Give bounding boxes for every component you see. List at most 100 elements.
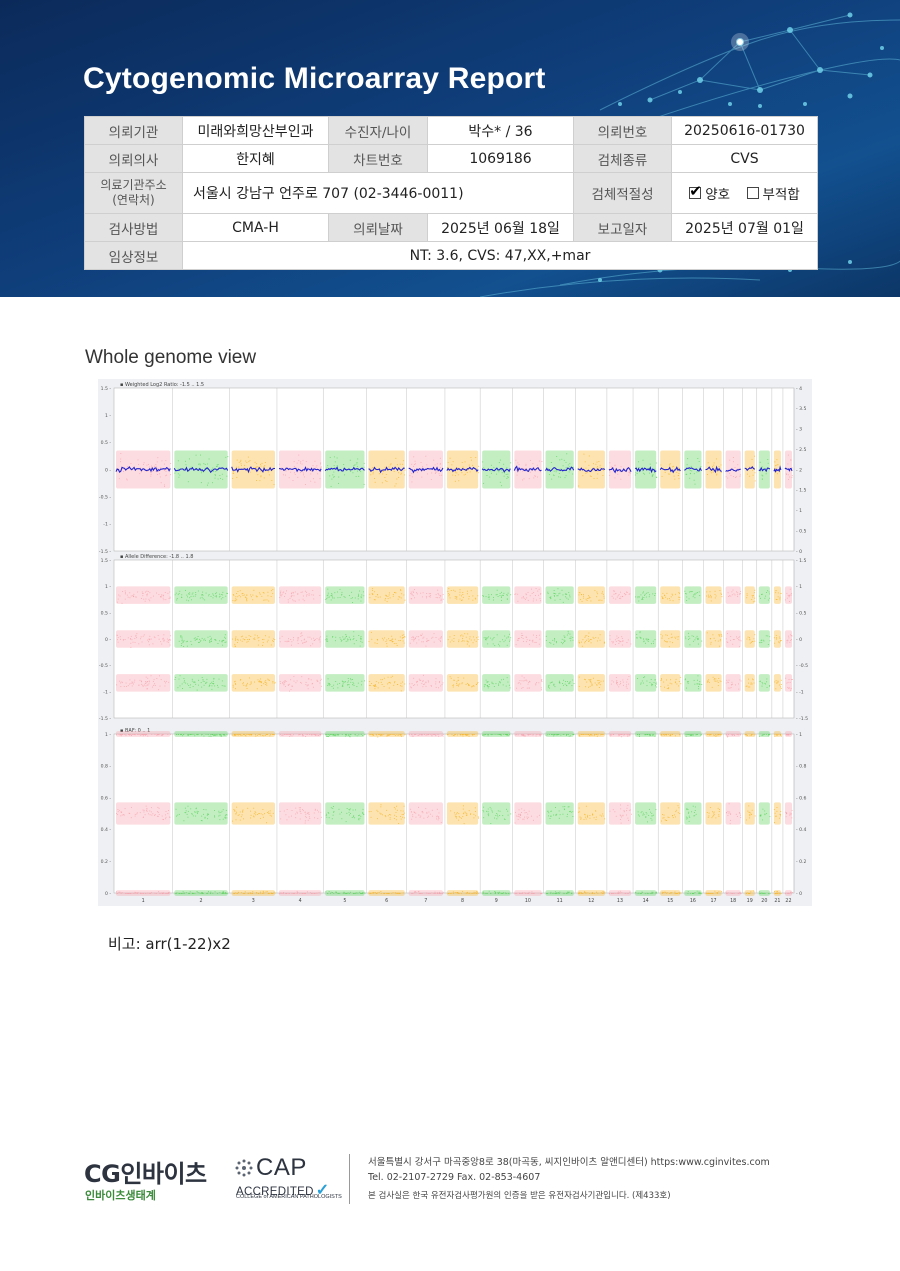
data-point [650, 817, 652, 819]
data-point [733, 893, 735, 894]
data-point [652, 474, 653, 476]
data-point [178, 813, 180, 815]
data-point [360, 892, 362, 894]
data-point [255, 734, 256, 736]
data-point [152, 470, 154, 472]
data-point [467, 893, 469, 894]
data-point [563, 684, 564, 686]
data-point [545, 640, 547, 641]
data-point [687, 681, 689, 683]
data-point [664, 595, 666, 597]
data-point [462, 596, 464, 598]
data-point [326, 635, 328, 637]
data-point [452, 891, 454, 893]
data-point [550, 815, 552, 817]
data-point [292, 893, 294, 894]
data-point [302, 893, 304, 894]
data-point [174, 472, 176, 474]
data-point [461, 682, 463, 684]
data-point [219, 593, 220, 595]
data-point [790, 594, 792, 596]
data-point [227, 593, 228, 594]
data-point [191, 680, 193, 682]
data-point [360, 815, 362, 817]
data-point [559, 814, 561, 816]
data-point [773, 637, 775, 639]
chromosome-band [577, 674, 605, 692]
data-point [447, 461, 449, 463]
data-point [548, 468, 550, 470]
data-point [134, 813, 136, 815]
data-point [116, 684, 118, 686]
data-point [129, 893, 131, 894]
divider [349, 1154, 350, 1204]
data-point [535, 641, 537, 643]
data-point [385, 598, 387, 600]
data-point [288, 816, 290, 818]
data-point [455, 734, 457, 735]
data-point [522, 638, 524, 639]
data-point [394, 485, 396, 487]
data-point [749, 637, 750, 639]
data-point [717, 734, 719, 736]
data-point [130, 463, 132, 465]
data-point [564, 892, 566, 894]
data-point [709, 470, 711, 472]
data-point [516, 474, 518, 476]
data-point [578, 640, 580, 642]
data-point [402, 892, 404, 894]
data-point [238, 595, 240, 596]
data-point [221, 893, 223, 894]
data-point [354, 734, 356, 736]
data-point [749, 734, 751, 736]
data-point [469, 638, 471, 640]
data-point [483, 637, 485, 639]
data-point [396, 478, 398, 480]
data-point [746, 594, 748, 596]
data-point [635, 596, 637, 598]
data-point [213, 678, 215, 680]
data-point [234, 809, 236, 811]
data-point [763, 892, 765, 894]
data-point [487, 596, 489, 598]
data-point [649, 594, 651, 596]
data-point [359, 893, 361, 894]
data-point [506, 677, 508, 679]
data-point [564, 809, 566, 811]
data-point [780, 893, 782, 894]
data-point [487, 685, 489, 686]
data-point [628, 593, 630, 595]
data-point [423, 734, 425, 736]
data-point [192, 592, 194, 594]
data-point [169, 597, 171, 599]
data-point [714, 593, 716, 595]
data-point [623, 811, 625, 813]
data-point [411, 683, 413, 685]
data-point [549, 682, 551, 684]
value-patient-age: 박수* / 36 [427, 116, 574, 145]
data-point [427, 815, 429, 817]
data-point [267, 679, 269, 681]
data-point [647, 821, 648, 823]
data-point [758, 735, 760, 737]
data-point [120, 811, 122, 813]
data-point [472, 685, 474, 687]
data-point [182, 891, 184, 893]
data-point [622, 639, 624, 641]
data-point [733, 476, 734, 477]
data-point [195, 683, 197, 685]
data-point [690, 734, 692, 736]
data-point [685, 734, 687, 735]
data-point [139, 812, 141, 814]
data-point [541, 689, 542, 691]
data-point [237, 892, 239, 894]
data-point [117, 637, 119, 639]
data-point [364, 734, 366, 735]
data-point [161, 643, 163, 645]
data-point [246, 594, 248, 596]
data-point [785, 811, 787, 813]
data-point [207, 814, 209, 816]
data-point [426, 464, 428, 466]
data-point [221, 473, 223, 475]
data-point [454, 892, 456, 894]
